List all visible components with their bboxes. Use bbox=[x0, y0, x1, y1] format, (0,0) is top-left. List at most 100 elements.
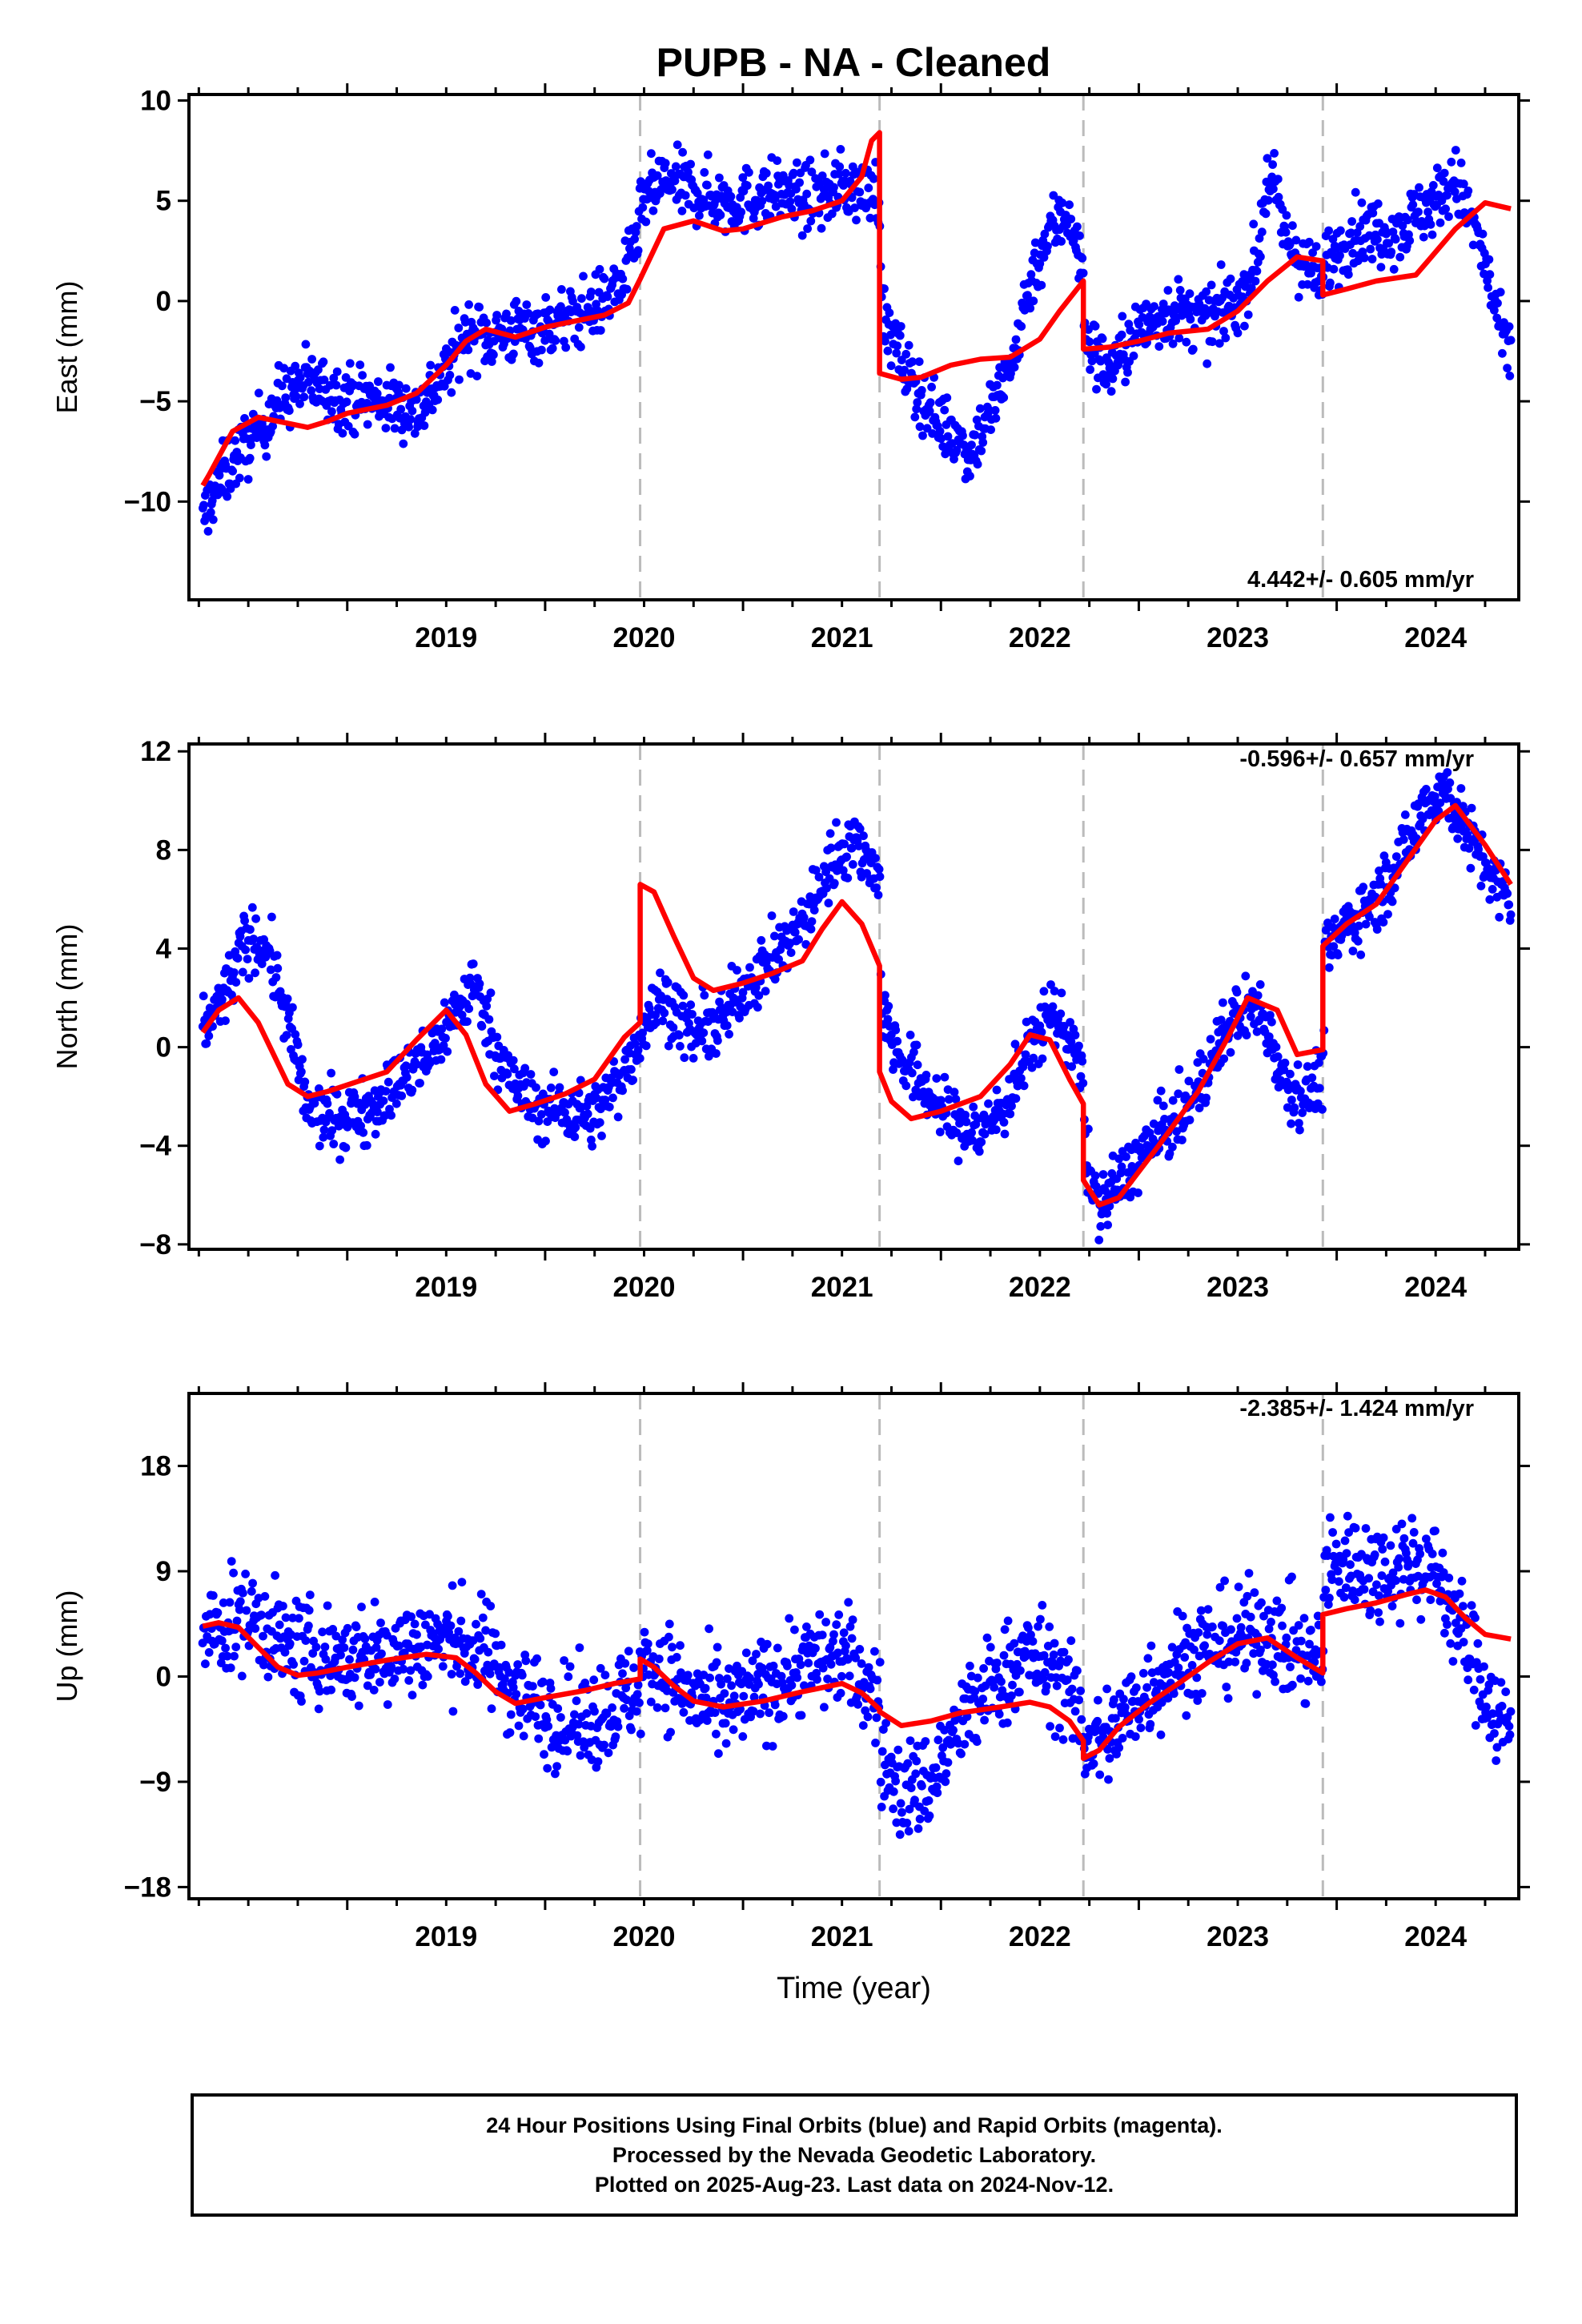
north-data-point bbox=[450, 990, 459, 999]
north-data-point bbox=[689, 1054, 698, 1063]
up-data-point bbox=[957, 1749, 966, 1759]
footer-line-plotted-date: Plotted on 2025-Aug-23. Last data on 202… bbox=[594, 2172, 1114, 2197]
north-data-point bbox=[1010, 1039, 1020, 1049]
up-data-point bbox=[1169, 1689, 1178, 1699]
up-data-point bbox=[476, 1634, 485, 1643]
up-data-point bbox=[1350, 1595, 1359, 1605]
east-data-point bbox=[1134, 320, 1144, 329]
east-data-point bbox=[1090, 348, 1099, 358]
east-data-point bbox=[852, 215, 861, 225]
up-data-point bbox=[1366, 1606, 1375, 1615]
up-data-point bbox=[741, 1648, 751, 1658]
up-data-point bbox=[1073, 1666, 1082, 1675]
up-data-point bbox=[1342, 1549, 1351, 1558]
east-data-point bbox=[999, 393, 1009, 402]
north-data-point bbox=[230, 968, 239, 977]
east-data-point bbox=[1087, 356, 1097, 366]
east-data-point bbox=[1243, 310, 1253, 320]
up-data-point bbox=[727, 1681, 736, 1691]
north-data-point bbox=[1315, 1084, 1324, 1093]
north-data-point bbox=[379, 1096, 388, 1105]
up-data-point bbox=[201, 1659, 210, 1669]
north-data-point bbox=[806, 924, 816, 934]
up-data-point bbox=[257, 1610, 266, 1619]
up-data-point bbox=[821, 1618, 830, 1626]
up-data-point bbox=[444, 1627, 453, 1637]
east-data-point bbox=[977, 446, 986, 456]
up-data-point bbox=[350, 1673, 359, 1683]
up-data-point bbox=[1399, 1534, 1409, 1543]
north-data-point bbox=[492, 1032, 502, 1042]
north-data-point bbox=[503, 1070, 512, 1079]
up-data-point bbox=[500, 1674, 509, 1683]
north-data-point bbox=[327, 1126, 337, 1135]
north-axes-frame bbox=[187, 742, 1520, 1251]
north-data-point bbox=[1242, 1031, 1251, 1039]
north-data-point bbox=[1264, 1032, 1274, 1041]
east-data-point bbox=[632, 222, 641, 231]
north-data-point bbox=[889, 1065, 897, 1074]
north-data-point bbox=[751, 983, 761, 992]
east-data-point bbox=[928, 429, 937, 438]
up-data-point bbox=[943, 1758, 953, 1767]
east-data-point bbox=[577, 294, 586, 304]
up-data-point bbox=[478, 1613, 488, 1622]
north-data-point bbox=[1048, 1002, 1058, 1011]
east-data-point bbox=[970, 430, 980, 440]
north-data-point bbox=[401, 1061, 411, 1071]
up-data-point bbox=[412, 1630, 421, 1639]
north-ytick-label: −8 bbox=[139, 1229, 171, 1261]
east-data-point bbox=[460, 317, 470, 327]
north-data-point bbox=[1287, 1119, 1295, 1128]
north-data-point bbox=[770, 931, 779, 941]
north-data-point bbox=[380, 1111, 390, 1120]
up-data-point bbox=[1307, 1626, 1315, 1634]
up-data-point bbox=[540, 1750, 548, 1759]
north-data-point bbox=[950, 1088, 959, 1097]
east-data-point bbox=[1414, 207, 1423, 216]
up-data-point bbox=[534, 1734, 544, 1743]
north-data-point bbox=[570, 1132, 580, 1141]
east-data-point bbox=[910, 412, 920, 422]
north-data-point bbox=[243, 955, 252, 963]
up-data-point bbox=[1024, 1623, 1033, 1632]
up-data-point bbox=[1277, 1603, 1287, 1613]
up-data-point bbox=[513, 1660, 523, 1669]
north-data-point bbox=[221, 1016, 230, 1025]
east-data-point bbox=[1498, 348, 1507, 358]
east-data-point bbox=[278, 381, 287, 391]
north-data-point bbox=[951, 1095, 961, 1104]
east-ytick-label: 5 bbox=[156, 186, 171, 217]
east-data-point bbox=[677, 207, 687, 215]
east-data-point bbox=[596, 326, 605, 335]
north-data-point bbox=[1114, 1154, 1124, 1164]
east-data-point bbox=[1355, 222, 1365, 231]
up-data-point bbox=[911, 1769, 921, 1779]
north-data-point bbox=[1076, 1072, 1086, 1081]
up-data-point bbox=[345, 1655, 354, 1664]
up-data-point bbox=[1313, 1611, 1323, 1621]
up-data-point bbox=[351, 1622, 361, 1631]
up-data-point bbox=[666, 1727, 675, 1737]
east-data-point bbox=[281, 393, 291, 402]
north-data-point bbox=[1321, 926, 1331, 935]
north-data-point bbox=[848, 860, 857, 869]
up-data-point bbox=[1359, 1585, 1369, 1594]
up-data-point bbox=[486, 1602, 496, 1610]
north-data-point bbox=[1464, 844, 1474, 853]
up-data-point bbox=[627, 1725, 636, 1735]
up-data-point bbox=[924, 1796, 934, 1805]
north-data-point bbox=[238, 967, 247, 977]
north-data-point bbox=[1232, 987, 1242, 997]
north-data-point bbox=[789, 907, 798, 916]
east-data-point bbox=[1066, 215, 1076, 223]
east-data-point bbox=[314, 365, 323, 375]
east-data-point bbox=[381, 424, 391, 432]
east-data-point bbox=[1106, 387, 1116, 396]
east-data-point bbox=[893, 341, 902, 351]
east-data-point bbox=[1432, 163, 1442, 173]
up-data-point bbox=[376, 1618, 385, 1627]
north-data-point bbox=[397, 1092, 407, 1100]
up-xtick-label: 2019 bbox=[415, 1921, 477, 1952]
east-data-point bbox=[1506, 336, 1516, 345]
